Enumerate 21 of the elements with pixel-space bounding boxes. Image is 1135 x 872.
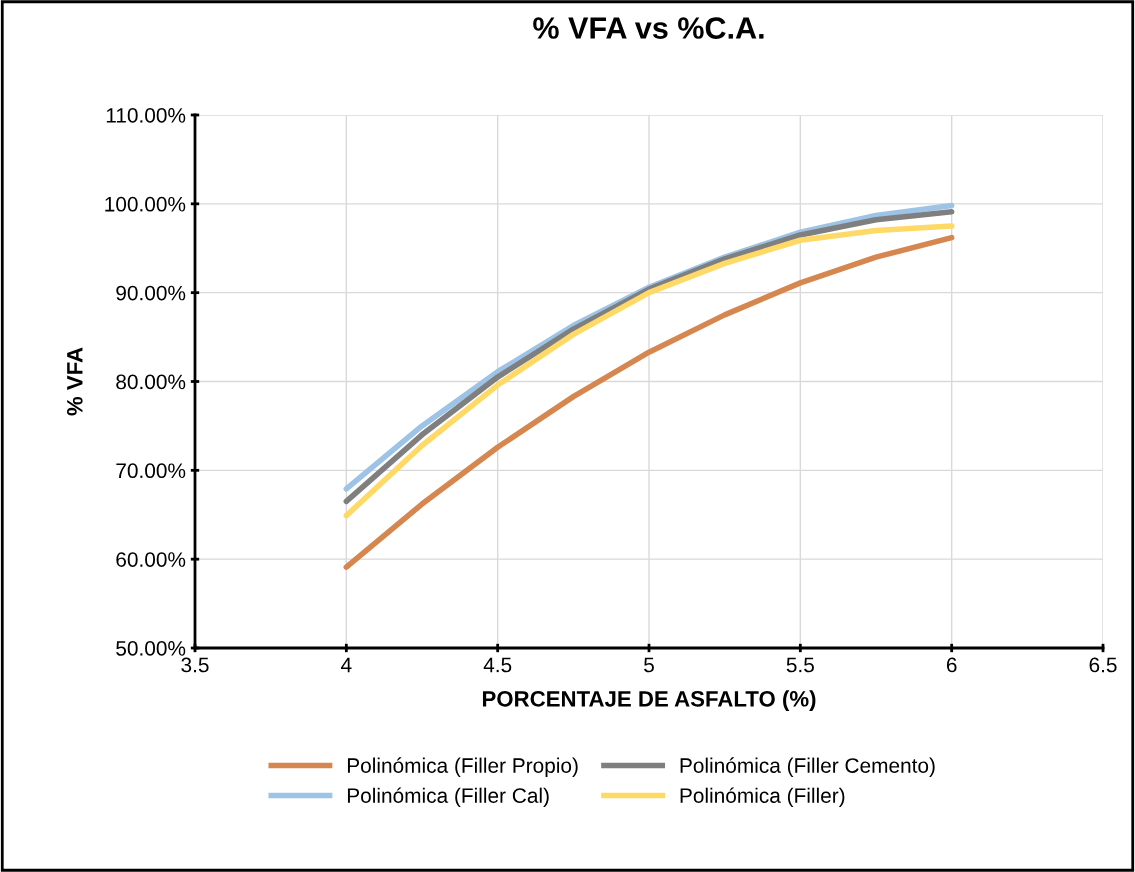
chart-title: % VFA vs %C.A. xyxy=(533,17,764,39)
x-tick-label: 5.5 xyxy=(786,657,814,673)
x-tick-label: 4.5 xyxy=(483,657,512,673)
x-axis-title: PORCENTAJE DE ASFALTO (%) xyxy=(482,690,816,712)
y-tick-label: 50.00% xyxy=(116,641,186,656)
legend-label: Polinómica (Filler) xyxy=(680,787,845,808)
y-tick-label: 60.00% xyxy=(116,552,186,567)
y-tick-label: 80.00% xyxy=(116,374,186,390)
y-tick-label: 70.00% xyxy=(116,463,186,479)
y-axis-title: % VFA xyxy=(66,347,83,416)
x-tick-label: 3.5 xyxy=(181,657,209,673)
y-tick-label: 90.00% xyxy=(116,285,186,301)
legend-label: Polinómica (Filler Cal) xyxy=(347,787,549,808)
x-tick-label: 6 xyxy=(946,657,957,673)
x-tick-label: 4 xyxy=(341,657,352,673)
y-tick-label: 100.00% xyxy=(105,196,186,212)
legend-label: Polinómica (Filler Propio) xyxy=(347,757,578,778)
x-tick-label: 5 xyxy=(644,657,654,673)
x-tick-label: 6.5 xyxy=(1089,657,1117,673)
y-tick-label: 110.00% xyxy=(106,108,186,123)
legend-label: Polinómica (Filler Cemento) xyxy=(680,757,935,778)
